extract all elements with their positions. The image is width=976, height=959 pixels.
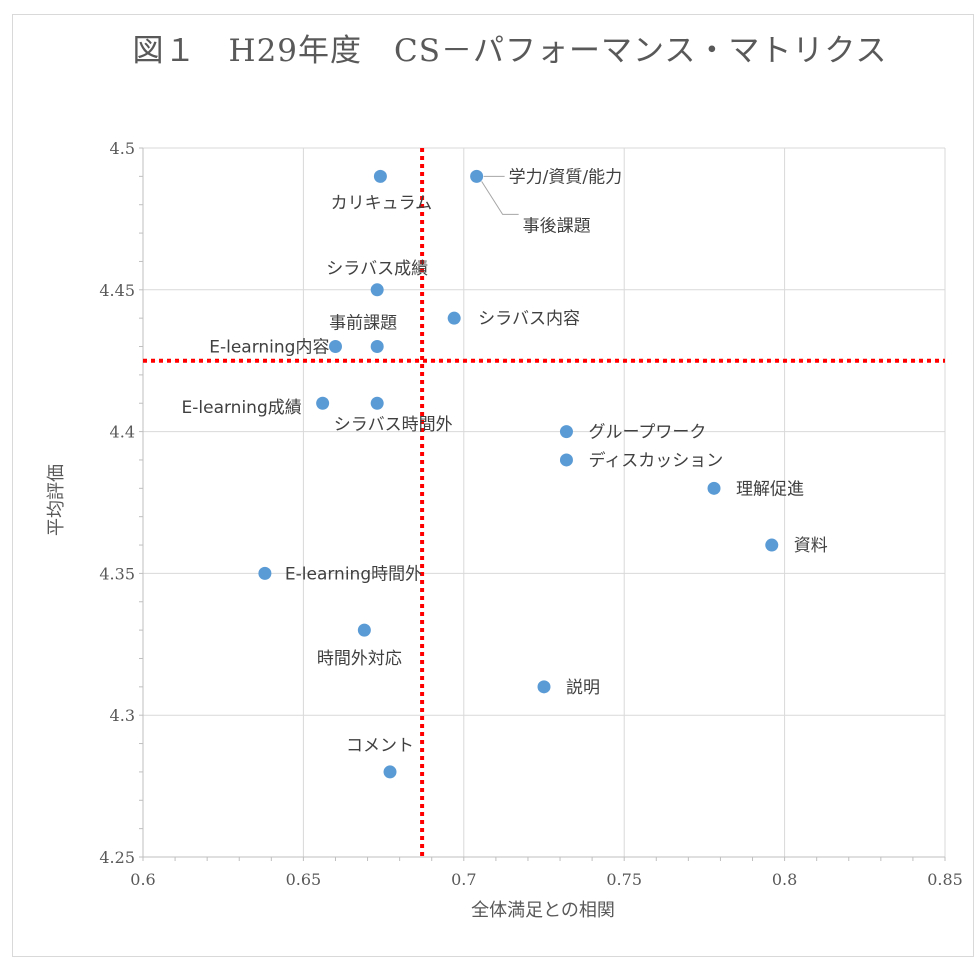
data-point-label: ディスカッション <box>588 450 723 471</box>
chart-frame <box>12 14 974 957</box>
data-point <box>370 283 384 297</box>
data-point-label: 学力/資質/能力 <box>509 167 622 187</box>
data-point-label: 事前課題 <box>329 314 397 334</box>
point-labels: カリキュラム学力/資質/能力事後課題シラバス成績シラバス内容事前課題E-lear… <box>182 167 828 756</box>
label-leader-line <box>481 181 519 215</box>
x-tick-label: 0.8 <box>772 870 797 889</box>
data-point-label: 理解促進 <box>736 479 804 499</box>
data-point <box>258 566 272 580</box>
y-tick-label: 4.35 <box>99 564 135 583</box>
reference-lines <box>143 148 945 857</box>
x-axis-title: 全体満足との相関 <box>471 900 615 921</box>
data-point <box>559 453 573 467</box>
data-points <box>258 169 779 779</box>
data-point <box>328 340 342 354</box>
data-point-label: グループワーク <box>588 423 706 443</box>
chart-title: 図１ H29年度 CS－パフォーマンス・マトリクス <box>132 33 888 69</box>
data-point-label: シラバス内容 <box>478 309 580 329</box>
data-point <box>373 169 387 183</box>
data-point <box>316 396 330 410</box>
data-point <box>357 623 371 637</box>
y-tick-label: 4.4 <box>110 423 135 442</box>
data-point-label: 資料 <box>794 536 828 556</box>
data-point <box>383 765 397 779</box>
x-tick-label: 0.85 <box>927 870 963 889</box>
data-point-label: E-learning成績 <box>182 398 302 418</box>
data-point-label: シラバス時間外 <box>334 415 453 435</box>
axes <box>139 147 946 861</box>
grid <box>142 147 946 858</box>
data-point <box>707 481 721 495</box>
data-point <box>447 311 461 325</box>
data-point <box>559 425 573 439</box>
data-point <box>370 340 384 354</box>
x-tick-label: 0.65 <box>286 870 322 889</box>
data-point <box>765 538 779 552</box>
x-tick-label: 0.6 <box>130 870 155 889</box>
data-point <box>370 396 384 410</box>
y-tick-label: 4.45 <box>99 281 135 300</box>
data-point-label: 時間外対応 <box>317 649 402 669</box>
data-point-label: 事後課題 <box>523 216 591 236</box>
data-point-label: シラバス成績 <box>326 259 428 279</box>
y-axis-title: 平均評価 <box>46 464 67 536</box>
y-tick-label: 4.25 <box>99 848 135 867</box>
data-point-label: E-learning時間外 <box>285 564 422 584</box>
y-tick-label: 4.5 <box>110 139 135 158</box>
data-point-label: E-learning内容 <box>209 338 329 358</box>
data-point-label: コメント <box>346 736 414 756</box>
data-point-label: 説明 <box>566 678 600 698</box>
data-point-label: カリキュラム <box>331 193 433 213</box>
x-tick-label: 0.7 <box>451 870 476 889</box>
y-tick-label: 4.3 <box>110 706 135 725</box>
tick-labels: 0.6 0.65 0.7 0.75 0.8 0.85 4.25 4.3 4.35 4.4 4.45 4… <box>99 139 962 889</box>
data-point <box>470 169 484 183</box>
data-point <box>537 680 551 694</box>
x-tick-label: 0.75 <box>606 870 642 889</box>
